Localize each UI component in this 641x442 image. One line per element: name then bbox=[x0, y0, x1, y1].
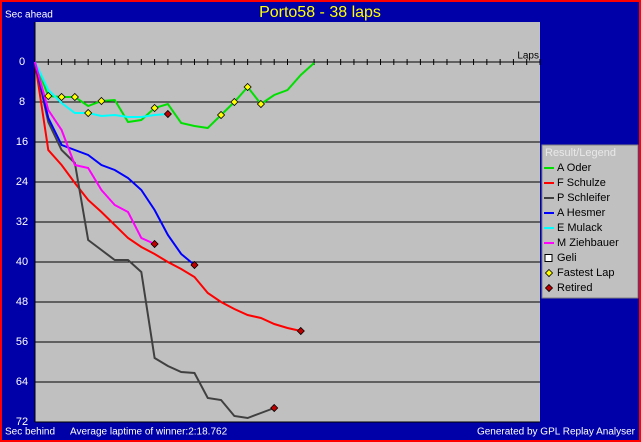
y-label-top: Sec ahead bbox=[5, 10, 53, 21]
marker bbox=[544, 268, 554, 278]
legend-label: Geli bbox=[557, 252, 577, 264]
marker bbox=[243, 82, 252, 92]
legend-label: F Schulze bbox=[557, 177, 606, 189]
marker bbox=[70, 92, 79, 102]
y-tick-label: 0 bbox=[19, 56, 25, 68]
y-tick-label: 48 bbox=[16, 296, 28, 308]
legend-swatch bbox=[544, 254, 553, 262]
series-line bbox=[34, 61, 156, 245]
credit: Generated by GPL Replay Analyser bbox=[477, 427, 636, 438]
marker bbox=[190, 260, 199, 270]
marker bbox=[97, 96, 106, 106]
y-tick-label: 72 bbox=[16, 416, 28, 428]
marker bbox=[256, 99, 265, 109]
marker bbox=[57, 92, 66, 102]
y-label-bottom: Sec behind bbox=[5, 427, 55, 438]
y-tick-label: 56 bbox=[16, 336, 28, 348]
marker bbox=[216, 110, 226, 120]
marker bbox=[150, 103, 159, 113]
y-tick-label: 8 bbox=[19, 96, 25, 108]
legend-label: M Ziehbauer bbox=[557, 237, 619, 249]
marker bbox=[44, 91, 53, 101]
series-line bbox=[34, 61, 315, 130]
y-tick-label: 40 bbox=[16, 256, 28, 268]
y-tick-label: 24 bbox=[16, 176, 28, 188]
legend-label: P Schleifer bbox=[557, 192, 610, 204]
series-line bbox=[34, 61, 196, 266]
marker bbox=[163, 109, 172, 119]
note: Average laptime of winner:2:18.762 bbox=[70, 427, 228, 438]
legend-label: E Mulack bbox=[557, 222, 603, 234]
marker bbox=[150, 239, 159, 249]
y-tick-label: 16 bbox=[16, 136, 28, 148]
marker bbox=[230, 97, 239, 107]
y-tick-label: 64 bbox=[16, 376, 28, 388]
legend-label: Retired bbox=[557, 282, 592, 294]
chart-title: Porto58 - 38 laps bbox=[259, 4, 381, 21]
marker bbox=[270, 403, 279, 413]
x-label: Laps bbox=[517, 51, 539, 62]
marker bbox=[544, 283, 554, 293]
legend-label: A Oder bbox=[557, 162, 592, 174]
marker bbox=[84, 108, 93, 118]
legend-box bbox=[541, 144, 639, 299]
y-tick-label: 32 bbox=[16, 216, 28, 228]
marker bbox=[296, 326, 305, 336]
legend-label: A Hesmer bbox=[557, 207, 606, 219]
legend-label: Fastest Lap bbox=[557, 267, 614, 279]
legend-title: Result/Legend bbox=[545, 147, 616, 159]
series-line bbox=[34, 61, 168, 118]
